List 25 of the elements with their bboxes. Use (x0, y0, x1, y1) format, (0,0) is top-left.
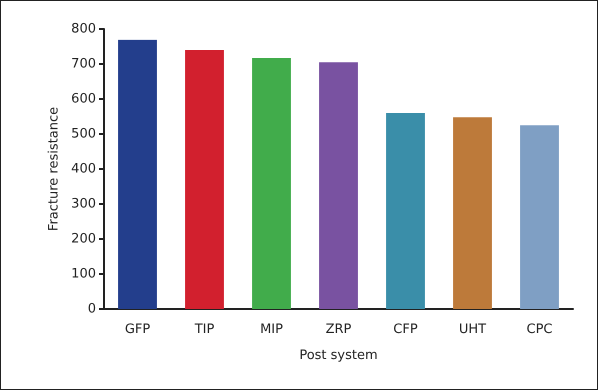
bar (185, 50, 224, 309)
y-tick-label: 800 (71, 22, 96, 36)
y-tick-label: 200 (71, 232, 96, 246)
bar (252, 58, 291, 309)
x-tick-label: TIP (194, 322, 214, 337)
y-tick-label: 600 (71, 92, 96, 106)
x-tick-label: ZRP (326, 322, 352, 337)
x-tick-label: MIP (260, 322, 284, 337)
x-tick-label: UHT (458, 322, 486, 337)
bar (118, 40, 157, 309)
y-tick-label: 500 (71, 126, 96, 142)
y-tick-label: 700 (71, 56, 96, 72)
x-tick-label: CPC (526, 322, 552, 337)
bar (520, 125, 559, 309)
y-tick-label: 100 (71, 266, 96, 282)
x-tick-label: GFP (124, 322, 150, 337)
bar (319, 62, 358, 309)
bar (453, 117, 492, 309)
x-tick-label: CFP (393, 322, 418, 337)
y-tick-label: 300 (71, 196, 96, 212)
y-tick-label: 0 (88, 302, 96, 316)
y-tick-label: 400 (71, 162, 96, 176)
bar (386, 113, 425, 309)
y-axis-title: Fracture resistance (46, 106, 62, 232)
x-axis-title: Post system (299, 348, 378, 363)
